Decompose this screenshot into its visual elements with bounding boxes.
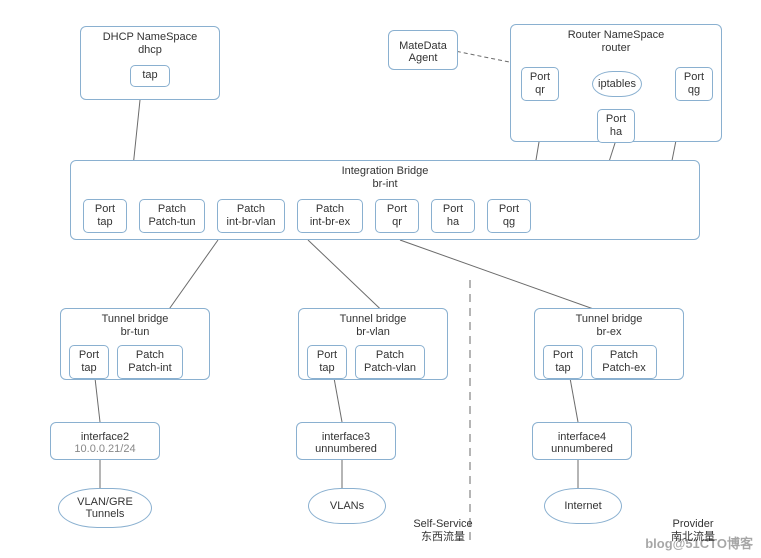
- brtun-port-tap: Port tap: [69, 345, 109, 379]
- label-self-service: Self-Service 东西流量: [398, 518, 488, 544]
- tunnel-bridge-brtun: Tunnel bridge br-tun Port tap Patch Patc…: [60, 308, 210, 380]
- watermark: blog@51CTO博客: [645, 533, 753, 552]
- dhcp-namespace: DHCP NameSpace dhcp tap: [80, 26, 220, 100]
- dhcp-tap: tap: [130, 65, 170, 86]
- dhcp-title2: dhcp: [138, 44, 162, 57]
- mateagent-l1: MateData: [399, 40, 447, 52]
- brint-patch-ex: Patch int-br-ex: [297, 199, 363, 233]
- brint-patch-tun: Patch Patch-tun: [139, 199, 205, 233]
- brint-port-ha: Port ha: [431, 199, 475, 233]
- cloud-tunnels: VLAN/GRE Tunnels: [58, 488, 152, 528]
- brex-port-tap: Port tap: [543, 345, 583, 379]
- tunnel-bridge-brex: Tunnel bridge br-ex Port tap Patch Patch…: [534, 308, 684, 380]
- mateagent-l2: Agent: [409, 52, 438, 64]
- iptables-cloud: iptables: [592, 71, 642, 97]
- brint-title1: Integration Bridge: [342, 165, 429, 178]
- cloud-internet: Internet: [544, 488, 622, 524]
- interface3: interface3 unnumbered: [296, 422, 396, 460]
- brtun-patch-int: Patch Patch-int: [117, 345, 183, 379]
- dhcp-title1: DHCP NameSpace: [103, 31, 198, 44]
- brint-patch-vlan: Patch int-br-vlan: [217, 199, 285, 233]
- matedata-agent: MateData Agent: [388, 30, 458, 70]
- router-port-qr: Port qr: [521, 67, 559, 101]
- interface4: interface4 unnumbered: [532, 422, 632, 460]
- brint-port-qg: Port qg: [487, 199, 531, 233]
- brvlan-port-tap: Port tap: [307, 345, 347, 379]
- cloud-vlans: VLANs: [308, 488, 386, 524]
- router-namespace: Router NameSpace router Port qr iptables…: [510, 24, 722, 142]
- brint-port-qr: Port qr: [375, 199, 419, 233]
- brint-title2: br-int: [372, 178, 397, 191]
- brvlan-patch-vlan: Patch Patch-vlan: [355, 345, 425, 379]
- router-title2: router: [602, 42, 631, 55]
- interface2: interface2 10.0.0.21/24: [50, 422, 160, 460]
- integration-bridge: Integration Bridge br-int Port tap Patch…: [70, 160, 700, 240]
- brex-patch-ex: Patch Patch-ex: [591, 345, 657, 379]
- router-port-qg: Port qg: [675, 67, 713, 101]
- router-port-ha: Port ha: [597, 109, 635, 143]
- tunnel-bridge-brvlan: Tunnel bridge br-vlan Port tap Patch Pat…: [298, 308, 448, 380]
- router-title1: Router NameSpace: [568, 29, 665, 42]
- brint-port-tap: Port tap: [83, 199, 127, 233]
